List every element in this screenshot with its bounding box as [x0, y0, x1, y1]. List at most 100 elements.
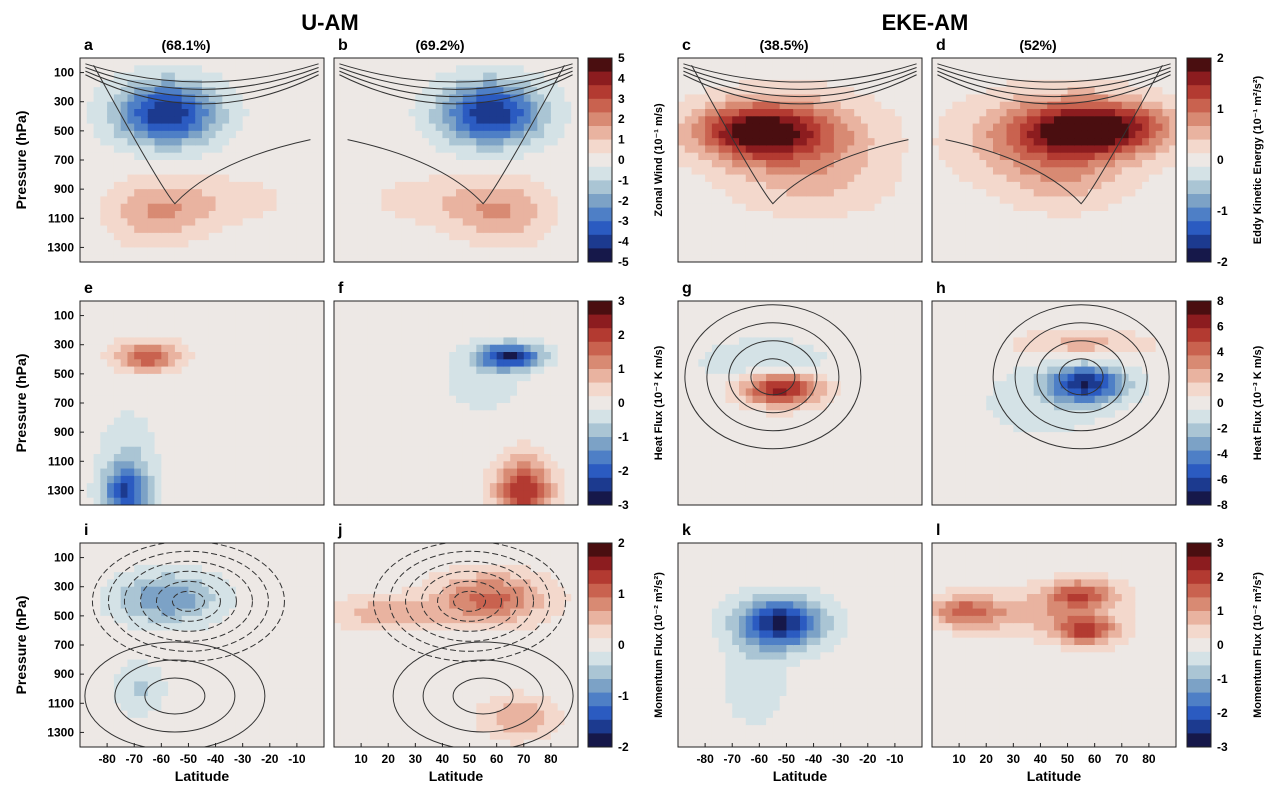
heat-cell	[107, 454, 115, 462]
heat-cell	[283, 337, 291, 346]
heat-cell	[979, 167, 987, 176]
heat-cell	[435, 174, 444, 183]
heat-cell	[296, 337, 305, 346]
heat-cell	[718, 138, 727, 147]
heat-cell	[469, 79, 477, 88]
heat-cell	[564, 174, 572, 183]
heat-cell	[979, 211, 987, 219]
heat-cell	[147, 225, 156, 234]
heat-cell	[256, 145, 264, 154]
heat-cell	[1047, 116, 1055, 125]
heat-cell	[496, 152, 505, 161]
heat-cell	[168, 403, 176, 411]
heat-cell	[428, 72, 437, 81]
heat-cell	[820, 160, 828, 168]
heat-cell	[1013, 87, 1021, 96]
heat-cell	[229, 254, 237, 262]
heat-cell	[235, 461, 244, 470]
heat-cell	[698, 181, 706, 190]
heat-cell	[779, 123, 788, 132]
heat-cell	[340, 72, 349, 81]
heat-cell	[752, 254, 760, 262]
heat-cell	[867, 174, 876, 183]
heat-cell	[483, 145, 491, 154]
heat-cell	[161, 160, 169, 168]
heat-cell	[691, 196, 699, 205]
heat-cell	[806, 58, 815, 66]
heat-cell	[571, 58, 578, 66]
heat-cell	[310, 145, 318, 154]
heat-cell	[174, 388, 183, 397]
heat-cell	[86, 116, 95, 125]
heat-cell	[1128, 240, 1136, 249]
heat-cell	[120, 468, 129, 477]
heat-cell	[310, 203, 318, 212]
heat-cell	[489, 218, 498, 227]
heat-cell	[340, 203, 349, 212]
heat-cell	[772, 65, 781, 74]
heat-cell	[1108, 218, 1116, 227]
heat-cell	[827, 109, 835, 117]
heat-cell	[435, 94, 444, 103]
heat-cell	[367, 130, 376, 139]
heat-cell	[718, 196, 727, 205]
heat-cell	[1081, 247, 1089, 256]
heat-cell	[174, 352, 183, 360]
heat-cell	[557, 116, 566, 125]
heat-cell	[235, 203, 244, 212]
heat-cell	[256, 174, 264, 183]
heat-cell	[283, 94, 291, 103]
heat-cell	[283, 301, 291, 309]
heat-cell	[1020, 211, 1028, 219]
heat-cell	[915, 254, 922, 262]
heat-cell	[820, 225, 828, 234]
heat-cell	[517, 123, 525, 132]
heat-cell	[901, 247, 910, 256]
heat-cell	[415, 79, 423, 88]
heat-cell	[188, 189, 196, 198]
heat-cell	[215, 446, 223, 455]
heat-cell	[296, 116, 305, 125]
heat-cell	[168, 232, 176, 241]
heat-cell	[367, 152, 376, 161]
heat-cell	[269, 211, 278, 219]
heat-cell	[367, 174, 376, 183]
heat-cell	[684, 72, 693, 81]
heat-cell	[1108, 232, 1116, 241]
heat-cell	[800, 138, 808, 147]
heat-cell	[544, 116, 552, 125]
heat-cell	[276, 395, 284, 404]
heat-cell	[1074, 203, 1082, 212]
heat-cell	[168, 446, 176, 455]
heat-cell	[86, 203, 95, 212]
heat-cell	[959, 79, 967, 88]
heat-cell	[874, 130, 882, 139]
heat-cell	[310, 218, 318, 227]
heat-cell	[1142, 211, 1150, 219]
heat-cell	[120, 373, 129, 382]
heat-cell	[745, 138, 754, 147]
heat-cell	[127, 359, 135, 368]
heat-cell	[469, 152, 477, 161]
heat-cell	[449, 218, 457, 227]
heat-cell	[678, 116, 686, 125]
heat-cell	[195, 344, 203, 353]
heat-cell	[1121, 130, 1130, 139]
heat-cell	[1142, 101, 1150, 110]
heat-cell	[161, 130, 169, 139]
heat-cell	[1094, 116, 1103, 125]
heat-cell	[181, 322, 190, 331]
heat-cell	[1054, 145, 1062, 154]
heat-cell	[374, 94, 383, 103]
heat-cell	[80, 497, 88, 505]
heat-cell	[793, 181, 801, 190]
heat-cell	[93, 101, 101, 110]
heat-cell	[456, 218, 464, 227]
heat-cell	[141, 174, 149, 183]
heat-cell	[952, 116, 960, 125]
heat-cell	[269, 352, 278, 360]
heat-cell	[503, 232, 511, 241]
heat-cell	[779, 167, 788, 176]
heat-cell	[965, 152, 974, 161]
heat-cell	[208, 109, 217, 117]
